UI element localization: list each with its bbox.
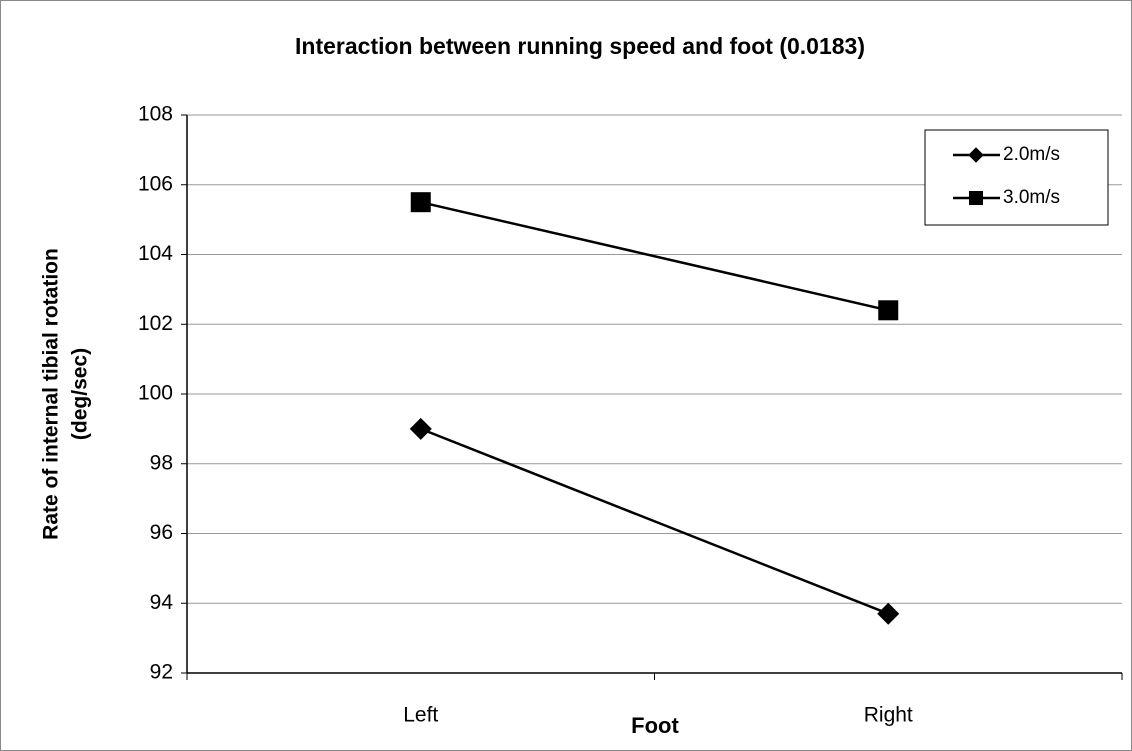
y-axis-label-line: (deg/sec) [69,348,92,440]
y-tick-label: 100 [138,382,173,405]
data-point [877,602,900,625]
chart-title: Interaction between running speed and fo… [295,33,865,59]
data-point [409,417,432,440]
legend-marker [969,191,983,205]
series-line [420,427,889,615]
series-line [420,200,889,312]
y-tick-label: 106 [138,172,173,195]
y-tick-label: 102 [138,312,173,335]
legend-box [924,129,1109,226]
x-axis-label: Foot [631,713,679,738]
y-tick-label: 92 [150,661,173,684]
legend-label: 2.0m/s [1003,144,1060,165]
legend-label: 3.0m/s [1003,187,1060,208]
y-axis-label-line: Rate of internal tibial rotation [40,248,63,540]
y-axis-label: Rate of internal tibial rotation (deg/se… [40,248,92,540]
y-tick-label: 98 [150,451,173,474]
x-tick-label: Left [403,704,438,727]
y-tick-label: 94 [150,591,174,614]
data-point [410,192,431,213]
y-tick-label: 96 [150,521,173,544]
x-tick-label: Right [864,704,913,727]
y-tick-label: 104 [138,242,173,265]
data-point [878,300,899,321]
y-tick-label: 108 [138,103,173,126]
